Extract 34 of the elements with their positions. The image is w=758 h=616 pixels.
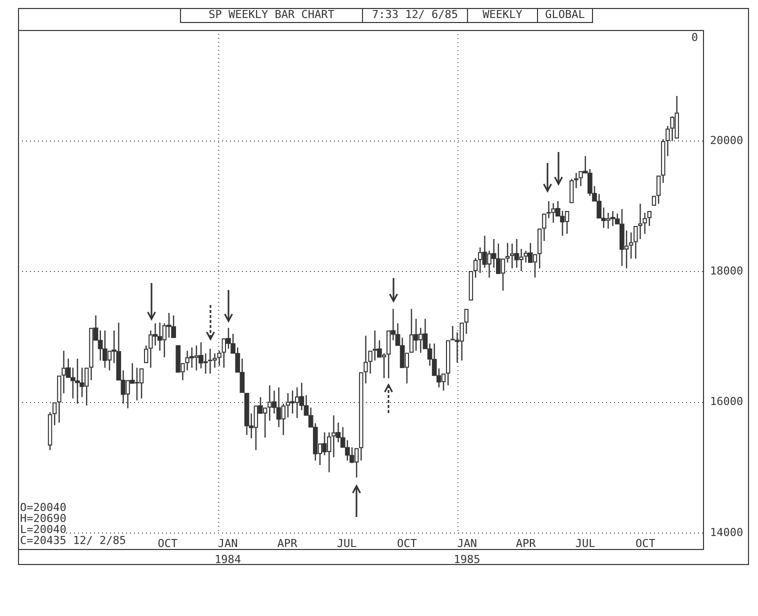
y-tick-label: 16000 bbox=[710, 395, 744, 408]
candlestick bbox=[537, 228, 542, 270]
x-tick-label: OCT bbox=[396, 536, 418, 550]
x-tick-label: APR bbox=[277, 536, 298, 550]
candlestick bbox=[290, 390, 295, 414]
candlestick bbox=[189, 346, 194, 368]
chart-title: SP WEEKLY BAR CHART bbox=[181, 8, 363, 22]
x-tick-label: JAN 1985 bbox=[454, 536, 480, 566]
y-tick-label: 18000 bbox=[710, 264, 744, 278]
annotation: 0 bbox=[691, 31, 698, 44]
x-tick-label: OCT bbox=[636, 536, 656, 550]
x-tick-label: JAN 1984 bbox=[214, 536, 242, 566]
candlestick bbox=[139, 368, 144, 400]
x-tick-label: OCT bbox=[158, 536, 178, 550]
y-tick-label: 20000 bbox=[710, 134, 744, 147]
chart-subtitle: 7:33 12/ 6/85 bbox=[363, 8, 468, 22]
candlestick bbox=[528, 242, 533, 263]
x-tick-label: APR bbox=[516, 536, 536, 550]
text: C=20435 12/ 2/85 bbox=[20, 534, 126, 547]
candlestick bbox=[322, 432, 327, 456]
x-tick-label: JUL bbox=[575, 536, 596, 550]
text: GLOBAL bbox=[538, 8, 593, 22]
candlestick bbox=[276, 386, 282, 428]
candlestick bbox=[459, 322, 464, 362]
annotation: L=20040 bbox=[20, 523, 66, 536]
candlestick bbox=[216, 350, 222, 366]
candlestick bbox=[514, 238, 520, 268]
annotation: H=20690 bbox=[20, 512, 66, 525]
candlestick bbox=[496, 243, 501, 274]
y-tick-label: 14000 bbox=[710, 526, 744, 539]
candlestick bbox=[400, 337, 405, 368]
x-tick-label: JUL bbox=[336, 536, 358, 550]
text: WEEKLY bbox=[468, 8, 538, 22]
annotation: O=20040 bbox=[20, 501, 66, 514]
